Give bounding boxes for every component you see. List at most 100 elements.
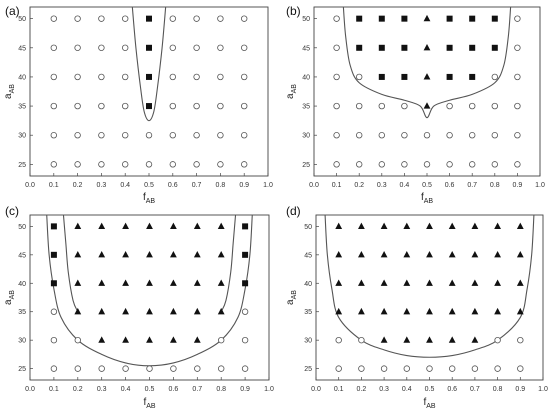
x-tick-label: 0.2	[73, 386, 83, 393]
open-circle-marker	[121, 44, 129, 51]
open-circle-marker	[169, 102, 176, 110]
x-tick-label: 0.1	[334, 386, 344, 393]
square-marker	[146, 103, 152, 110]
open-circle-marker	[121, 15, 129, 22]
triangle-marker	[471, 336, 479, 343]
square-marker	[146, 73, 152, 80]
open-circle-marker	[240, 132, 248, 139]
x-tick-label: 0.6	[169, 386, 179, 393]
triangle-marker	[516, 222, 524, 229]
triangle-marker	[193, 251, 201, 258]
x-tick-label: 0.5	[425, 386, 435, 393]
x-tick-label: 0.5	[144, 182, 154, 189]
open-circle-marker	[491, 161, 498, 168]
open-circle-marker	[356, 132, 363, 139]
plot-frame	[313, 6, 541, 177]
open-circle-marker	[333, 73, 340, 81]
x-tick-label: 0.9	[515, 386, 525, 393]
x-tick-label: 0.7	[467, 182, 477, 189]
triangle-marker	[516, 279, 524, 286]
square-marker	[242, 251, 249, 258]
square-marker	[491, 15, 498, 22]
triangle-marker	[122, 251, 129, 258]
open-circle-marker	[146, 365, 153, 372]
open-circle-marker	[469, 161, 476, 168]
square-marker	[356, 44, 363, 51]
triangle-marker	[122, 336, 129, 343]
y-tick-label: 40	[304, 281, 312, 288]
plot-frame	[315, 214, 544, 381]
open-circle-marker	[217, 102, 224, 110]
open-circle-marker	[193, 44, 200, 51]
open-circle-marker	[401, 161, 408, 168]
open-circle-marker	[193, 73, 200, 81]
open-circle-marker	[491, 102, 498, 110]
x-tick-label: 0.3	[377, 182, 387, 189]
x-tick-label: 0.4	[121, 386, 131, 393]
open-circle-marker	[74, 44, 81, 51]
open-circle-marker	[74, 15, 81, 22]
x-tick-label: 0.3	[97, 386, 107, 393]
x-tick-label: 0.7	[192, 386, 202, 393]
triangle-marker	[448, 336, 456, 343]
open-circle-marker	[217, 365, 225, 372]
x-tick-label: 0.0	[25, 182, 35, 189]
x-tick-label: 0.5	[145, 386, 155, 393]
triangle-marker	[170, 251, 177, 258]
triangle-marker	[426, 251, 433, 258]
y-tick-label: 25	[18, 162, 26, 169]
triangle-marker	[494, 222, 501, 229]
panel-label: (a)	[5, 4, 20, 18]
open-circle-marker	[50, 15, 57, 22]
open-circle-marker	[514, 161, 521, 168]
x-axis-label: fAB	[143, 397, 155, 410]
triangle-marker	[403, 307, 411, 315]
open-circle-marker	[74, 73, 81, 81]
triangle-marker	[335, 222, 343, 229]
triangle-marker	[426, 307, 433, 315]
y-tick-label: 35	[302, 104, 310, 111]
open-circle-marker	[170, 365, 177, 372]
triangle-marker	[471, 251, 479, 258]
triangle-marker	[146, 336, 153, 343]
y-tick-label: 30	[302, 133, 310, 140]
triangle-marker	[217, 222, 225, 229]
phase-boundary-line	[324, 215, 535, 358]
y-tick-label: 25	[18, 366, 26, 373]
y-tick-label: 45	[18, 252, 26, 259]
open-circle-marker	[145, 161, 153, 168]
triangle-marker	[380, 336, 388, 343]
open-circle-marker	[217, 336, 225, 344]
open-circle-marker	[217, 132, 224, 139]
open-circle-marker	[74, 132, 81, 139]
y-tick-label: 45	[304, 252, 312, 259]
triangle-marker	[335, 279, 343, 286]
open-circle-marker	[491, 132, 498, 139]
y-tick-label: 30	[18, 133, 26, 140]
x-tick-label: 0.8	[493, 386, 503, 393]
open-circle-marker	[378, 161, 385, 168]
open-circle-marker	[169, 132, 176, 139]
square-marker	[356, 15, 363, 22]
open-circle-marker	[194, 365, 201, 372]
triangle-marker	[146, 279, 153, 286]
open-circle-marker	[50, 102, 57, 110]
x-tick-label: 0.6	[168, 182, 178, 189]
triangle-marker	[98, 336, 106, 343]
triangle-marker	[516, 251, 524, 258]
chart-panel: (d) 0.0 0.1 0.2 0.3 0.4 0.5 0.6 0.7 0.8 0.9 1.0 25 30…	[285, 204, 548, 410]
open-circle-marker	[98, 365, 105, 372]
open-circle-marker	[241, 365, 249, 372]
y-tick-label: 25	[302, 162, 310, 169]
open-circle-marker	[446, 102, 453, 110]
square-marker	[146, 44, 152, 51]
triangle-marker	[358, 307, 365, 315]
triangle-marker	[217, 279, 225, 286]
y-tick-label: 40	[18, 74, 26, 81]
y-axis-label: aAB	[285, 290, 298, 305]
triangle-marker	[193, 222, 201, 229]
open-circle-marker	[193, 15, 200, 22]
triangle-marker	[122, 307, 129, 315]
open-circle-marker	[169, 15, 176, 22]
open-circle-marker	[74, 365, 81, 372]
